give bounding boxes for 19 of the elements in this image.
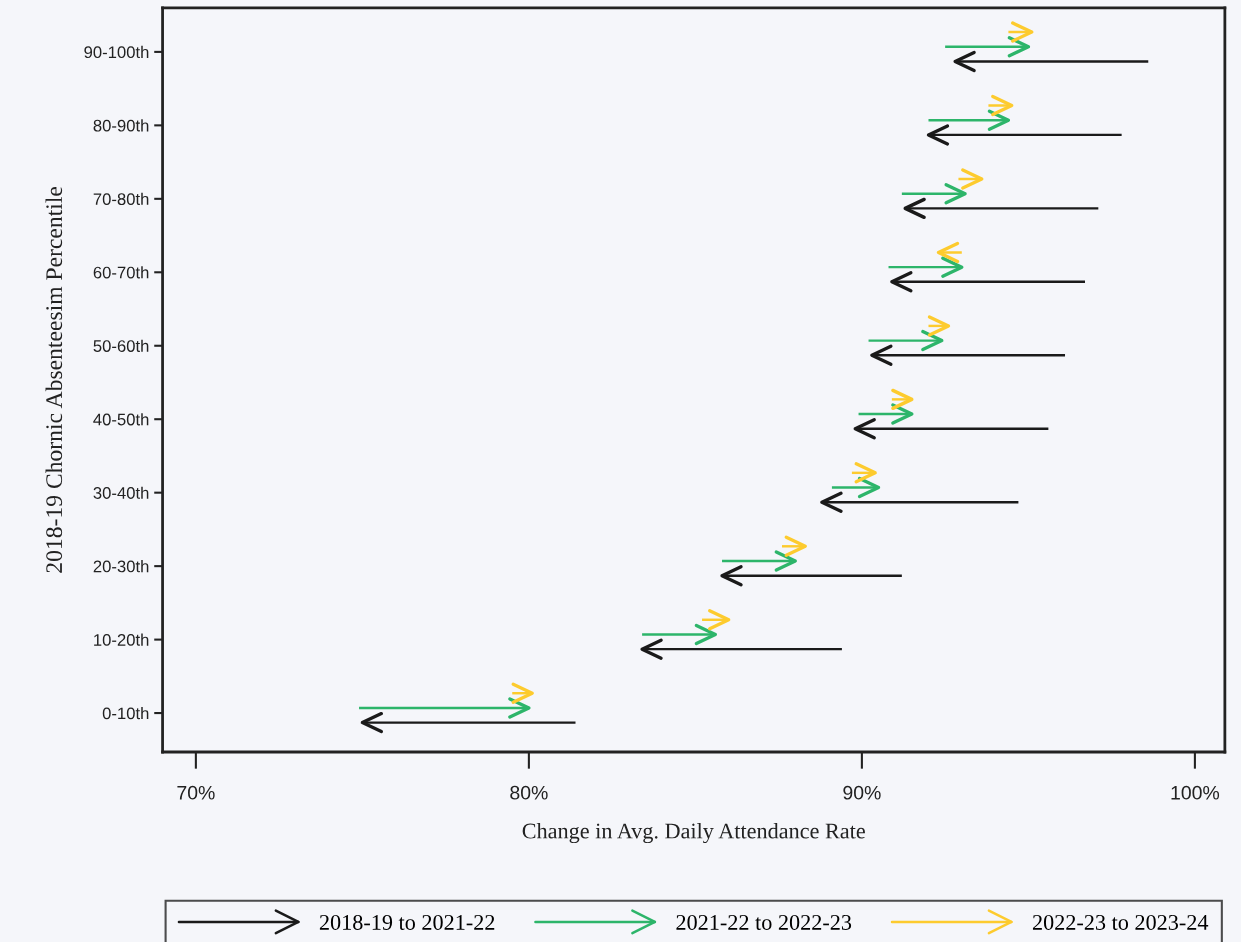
y-axis-title: 2018-19 Chornic Absenteesim Percentile [45,186,63,573]
legend-label: 2021-22 to 2022-23 [676,914,852,930]
y-tick-label: 20-30th [93,560,149,573]
y-tick-label: 60-70th [93,266,149,279]
x-tick-label: 80% [510,785,548,800]
y-tick-label: 0-10th [102,707,149,720]
legend-label: 2018-19 to 2021-22 [319,914,495,930]
x-tick-label: 70% [177,785,215,800]
legend-label: 2022-23 to 2023-24 [1032,914,1209,930]
y-tick-label: 10-20th [94,633,149,646]
y-tick-label: 50-60th [93,339,149,352]
x-axis-title: Change in Avg. Daily Attendance Rate [522,822,865,844]
y-tick-label: 40-50th [93,413,149,426]
y-tick-label: 80-90th [93,119,149,132]
y-tick-label: 90-100th [84,45,149,59]
x-tick-label: 90% [843,785,881,800]
x-tick-label: 100% [1171,785,1220,800]
y-tick-label: 30-40th [93,486,149,499]
y-tick-label: 70-80th [93,192,149,206]
